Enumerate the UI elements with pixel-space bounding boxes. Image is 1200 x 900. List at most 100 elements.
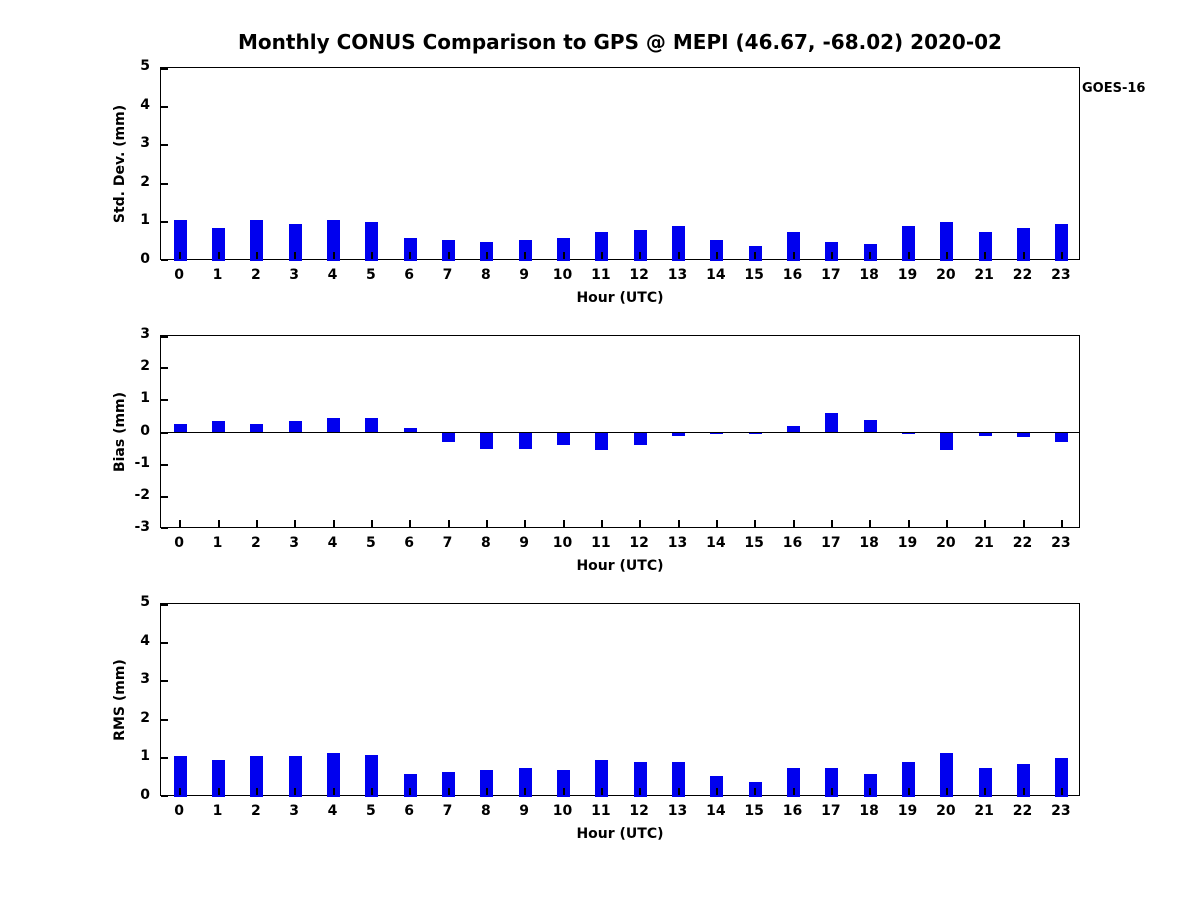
x-tick-mark [715,252,718,259]
legend-swatch [1010,67,1075,110]
x-tick-label: 20 [936,803,956,819]
x-tick-label: 13 [667,535,688,551]
x-tick-mark [179,252,182,259]
x-tick-mark [485,520,488,527]
x-tick-label: 6 [404,535,415,551]
x-tick-mark [179,788,182,795]
x-tick-label: 5 [365,267,376,283]
plot-area [160,603,1080,797]
y-tick-label: 1 [140,212,150,229]
bar [940,222,954,261]
x-tick-label: 4 [327,267,338,283]
bar [441,239,455,261]
bar [365,754,379,797]
x-tick-mark [754,788,757,795]
plot-area [160,67,1080,261]
x-tick-label: 13 [667,267,688,283]
x-tick-mark [217,520,220,527]
x-tick-label: 20 [936,267,956,283]
y-tick-mark [161,641,168,644]
x-tick-label: 17 [821,267,841,283]
bar [633,432,647,446]
x-tick-mark [984,252,987,259]
bar [748,781,762,797]
y-tick-mark [161,757,168,760]
bar [825,241,839,261]
x-tick-label: 9 [519,535,530,551]
bar [786,426,800,433]
x-tick-label: 1 [212,535,223,551]
x-tick-label: 23 [1051,267,1071,283]
x-tick-label: 8 [480,535,491,551]
x-tick-mark [830,520,833,527]
x-tick-label: 12 [629,803,649,819]
x-tick-mark [600,788,603,795]
bar [595,232,609,261]
x-tick-label: 22 [1012,535,1033,551]
y-tick-mark [161,336,168,338]
x-tick-label: 15 [744,803,764,819]
x-tick-label: 12 [629,535,649,551]
x-tick-label: 15 [744,267,764,283]
x-tick-label: 7 [442,535,453,551]
bar [825,768,839,797]
y-tick-mark [161,527,168,529]
bar [710,239,724,261]
bar [288,756,302,797]
y-tick-label: 2 [140,173,150,190]
bar [940,432,954,451]
x-tick-label: 4 [327,535,338,551]
y-tick-label: 2 [140,709,150,726]
x-tick-label: 20 [936,535,956,551]
y-tick-mark [161,399,168,402]
bar [518,432,532,449]
bar [403,427,417,433]
y-axis-label: RMS (mm) [112,658,128,741]
bar [1055,432,1069,443]
x-tick-mark [332,520,335,527]
y-tick-label: 0 [140,251,150,267]
bar [901,432,915,435]
x-tick-mark [830,252,833,259]
x-tick-label: 23 [1051,535,1071,551]
y-tick-mark [161,182,168,185]
x-tick-mark [562,788,565,795]
x-tick-label: 16 [782,535,803,551]
x-tick-mark [754,252,757,259]
y-tick-mark [161,144,168,147]
bar [710,775,724,797]
bar [1016,228,1030,261]
x-tick-label: 5 [365,803,376,819]
bar [940,752,954,797]
y-tick-mark [161,495,168,498]
bar [211,421,225,433]
x-tick-label: 19 [897,535,918,551]
bar [556,432,570,446]
x-tick-label: 19 [897,803,918,819]
y-tick-label: -2 [134,486,150,503]
y-tick-label: 0 [140,422,150,439]
y-tick-mark [161,604,168,606]
y-tick-mark [161,718,168,721]
y-tick-mark [161,795,168,797]
bar [480,241,494,261]
x-tick-mark [447,252,450,259]
x-tick-mark [907,520,910,527]
x-tick-label: 8 [480,267,491,283]
x-tick-label: 21 [974,535,994,551]
legend: GOES-16 [1010,67,1145,110]
x-tick-label: 7 [442,267,453,283]
x-tick-mark [600,520,603,527]
bar [518,239,532,261]
x-tick-label: 11 [591,803,611,819]
bar [595,760,609,797]
bar [1016,432,1030,438]
x-tick-mark [179,520,182,527]
x-tick-mark [792,520,795,527]
y-tick-mark [161,259,168,261]
bar [211,760,225,797]
bar [326,752,340,797]
x-tick-label: 19 [897,267,918,283]
bar [518,768,532,797]
x-tick-mark [1022,520,1025,527]
